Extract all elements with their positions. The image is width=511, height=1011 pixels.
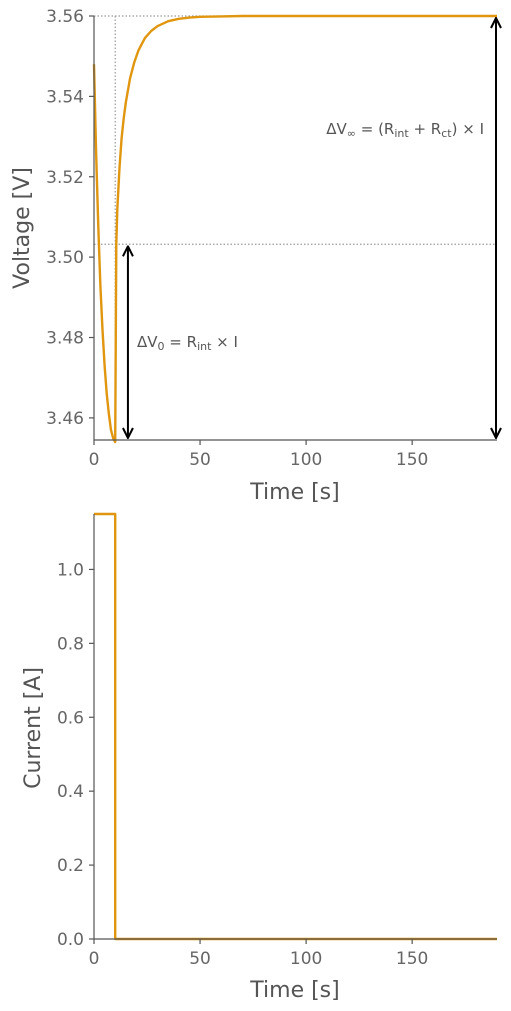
y-tick-label: 3.48 bbox=[46, 329, 84, 349]
annot-dv0-delta: ΔV bbox=[137, 333, 158, 351]
annot-dvinf-eq: = (R bbox=[356, 120, 394, 138]
y-axis-title: Current [A] bbox=[21, 667, 46, 789]
x-tick-label: 100 bbox=[290, 450, 322, 470]
y-tick-label: 1.0 bbox=[57, 560, 84, 580]
y-tick-label: 0.2 bbox=[57, 856, 84, 876]
y-tick-label: 0.4 bbox=[57, 782, 84, 802]
annot-dv0-sub1: int bbox=[197, 340, 212, 353]
y-ticks: 3.46 3.48 3.50 3.52 3.54 3.56 bbox=[46, 7, 94, 429]
annot-dvinf-sub2: ct bbox=[441, 127, 452, 140]
y-tick-label: 3.52 bbox=[46, 168, 84, 188]
x-tick-label: 0 bbox=[89, 450, 100, 470]
series-line bbox=[92, 14, 497, 444]
x-tick-label: 50 bbox=[189, 949, 211, 969]
x-axis-title: Time [s] bbox=[249, 480, 339, 505]
reference-lines bbox=[94, 15, 497, 440]
x-axis-title: Time [s] bbox=[249, 978, 339, 1003]
series-layer bbox=[92, 14, 497, 444]
x-tick-label: 0 bbox=[89, 949, 100, 969]
y-tick-label: 3.50 bbox=[46, 248, 84, 268]
x-tick-label: 50 bbox=[189, 450, 211, 470]
annot-dvinf-delta: ΔV bbox=[326, 120, 347, 138]
x-tick-label: 150 bbox=[396, 949, 428, 969]
annot-dvinf-rest: ) × I bbox=[452, 120, 484, 138]
annot-dvinf-sub0: ∞ bbox=[347, 127, 356, 140]
x-ticks: 0 50 100 150 bbox=[89, 939, 428, 969]
y-tick-label: 3.54 bbox=[46, 87, 84, 107]
axes bbox=[93, 16, 497, 441]
y-axis-title: Voltage [V] bbox=[10, 167, 35, 289]
y-tick-label: 3.46 bbox=[46, 409, 84, 429]
x-tick-label: 100 bbox=[290, 949, 322, 969]
annot-dvinf-mid: + R bbox=[409, 120, 442, 138]
y-tick-label: 0.8 bbox=[57, 634, 84, 654]
axes bbox=[93, 514, 497, 940]
voltage-chart: 0 50 100 150 3.46 3.48 3.50 3.52 3.54 3.56 Time … bbox=[10, 7, 497, 505]
annot-dvinf-sub1: int bbox=[394, 127, 409, 140]
y-ticks: 0.0 0.2 0.4 0.6 0.8 1.0 bbox=[57, 560, 94, 950]
series-layer bbox=[94, 512, 497, 941]
x-tick-label: 150 bbox=[396, 450, 428, 470]
x-ticks: 0 50 100 150 bbox=[89, 440, 428, 470]
y-tick-label: 0.6 bbox=[57, 708, 84, 728]
annot-dv0-rest: × I bbox=[211, 333, 238, 351]
current-chart: 0 50 100 150 0.0 0.2 0.4 0.6 0.8 1.0 Time [s] Cu… bbox=[21, 512, 497, 1003]
annot-dv0-sub0: 0 bbox=[158, 340, 165, 353]
series-line bbox=[94, 512, 497, 941]
y-tick-label: 3.56 bbox=[46, 7, 84, 27]
annot-dv0-eq: = R bbox=[165, 333, 198, 351]
annotation-delta-vinf: ΔV∞ = (Rint + Rct) × I bbox=[326, 120, 484, 140]
annotation-arrows bbox=[128, 18, 496, 438]
annotation-delta-v0: ΔV0 = Rint × I bbox=[137, 333, 238, 353]
y-tick-label: 0.0 bbox=[57, 930, 84, 950]
